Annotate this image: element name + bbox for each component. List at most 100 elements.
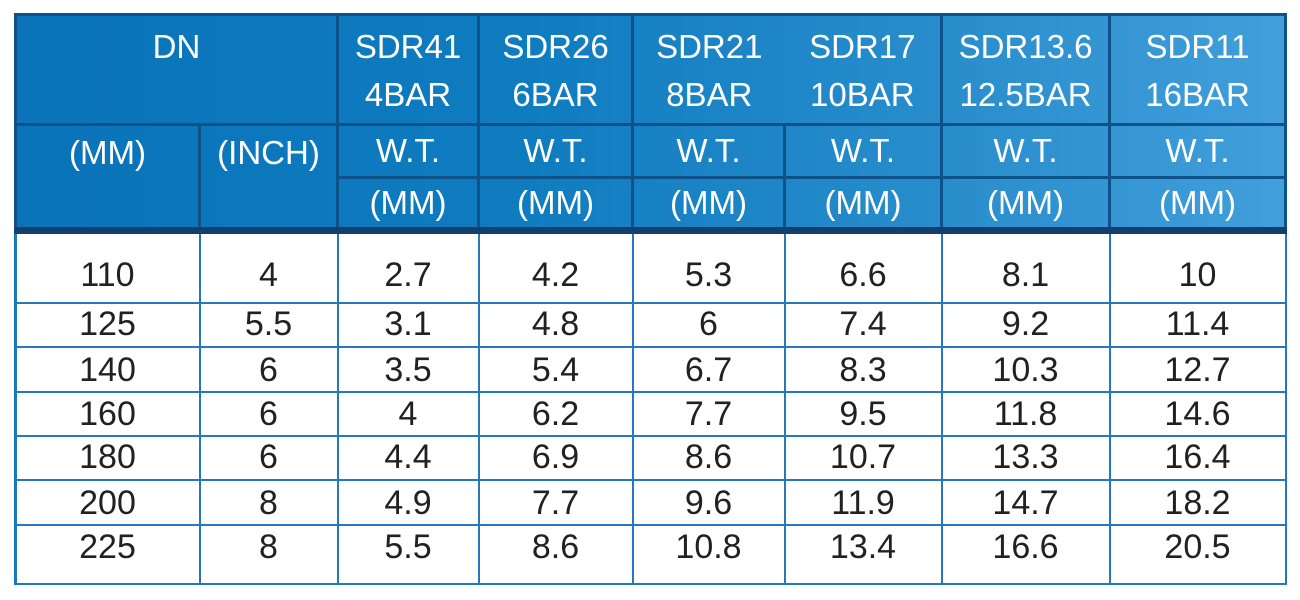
sdr-name: SDR17 (809, 28, 916, 65)
cell-wt-sdr17: 13.4 (783, 524, 943, 585)
cell-wt-sdr41: 4.9 (336, 478, 480, 527)
cell-wt-sdr11: 20.5 (1108, 524, 1287, 585)
cell-wt-sdr21: 8.6 (631, 434, 786, 481)
header-wt-unit: (MM) (477, 176, 635, 234)
cell-wt-sdr17: 8.3 (783, 345, 943, 394)
header-wt: W.T. (1108, 123, 1288, 179)
sdr-pressure: 10BAR (809, 76, 915, 113)
header-wt-unit: (MM) (1108, 176, 1288, 234)
cell-wt-sdr41: 4 (336, 391, 480, 437)
cell-wt-sdr13.6: 14.7 (940, 478, 1111, 527)
header-wt: W.T. (631, 123, 787, 179)
table-header: DN SDR41 4BAR SDR26 6BAR SDR21 8BAR SDR1… (13, 13, 1288, 234)
sdr-pressure: 12.5BAR (959, 76, 1092, 113)
cell-wt-sdr17: 9.5 (783, 391, 943, 437)
header-sdr17: SDR17 10BAR (784, 13, 944, 126)
header-wt: W.T. (783, 123, 944, 179)
cell-wt-sdr21: 7.7 (631, 391, 786, 437)
table-row: 140 6 3.5 5.4 6.7 8.3 10.3 12.7 (14, 345, 1287, 394)
cell-dn-mm: 110 (14, 229, 201, 304)
header-wt-unit: (MM) (336, 176, 481, 234)
cell-wt-sdr41: 2.7 (336, 229, 480, 304)
cell-wt-sdr13.6: 13.3 (940, 434, 1111, 481)
cell-wt-sdr26: 7.7 (477, 478, 634, 527)
cell-wt-sdr11: 18.2 (1108, 478, 1287, 527)
table-row: 110 4 2.7 4.2 5.3 6.6 8.1 10 (14, 229, 1287, 304)
sdr-name: SDR26 (502, 28, 609, 65)
cell-wt-sdr21: 6 (631, 301, 786, 348)
table-row: 160 6 4 6.2 7.7 9.5 11.8 14.6 (14, 391, 1287, 437)
sdr-name: SDR11 (1145, 28, 1250, 65)
header-wt: W.T. (940, 123, 1112, 179)
sdr-pressure: 8BAR (666, 76, 753, 113)
header-row-wt: (MM) (INCH) W.T. W.T. W.T. W.T. W.T. W.T… (14, 123, 1288, 234)
header-sdr11: SDR11 16BAR (1108, 13, 1288, 126)
spec-table-body: 110 4 2.7 4.2 5.3 6.6 8.1 10 125 5.5 3.1 4.8 6 7.4 9.2… (14, 229, 1287, 585)
cell-wt-sdr17: 10.7 (783, 434, 943, 481)
cell-dn-mm: 160 (14, 391, 201, 437)
cell-wt-sdr21: 5.3 (631, 229, 786, 304)
cell-wt-sdr41: 3.5 (336, 345, 480, 394)
sdr-pressure: 16BAR (1145, 76, 1250, 113)
header-wt-unit: (MM) (940, 176, 1112, 234)
cell-wt-sdr17: 6.6 (783, 229, 943, 304)
header-dn-mm: (MM) (14, 123, 201, 234)
cell-wt-sdr26: 6.9 (477, 434, 634, 481)
header-wt-unit: (MM) (631, 176, 787, 234)
cell-wt-sdr11: 12.7 (1108, 345, 1287, 394)
cell-wt-sdr26: 8.6 (477, 524, 634, 585)
cell-wt-sdr41: 5.5 (336, 524, 480, 585)
cell-wt-sdr13.6: 11.8 (940, 391, 1111, 437)
cell-wt-sdr11: 14.6 (1108, 391, 1287, 437)
cell-dn-inch: 8 (198, 478, 339, 527)
header-dn: DN (13, 13, 340, 126)
table-row: 125 5.5 3.1 4.8 6 7.4 9.2 11.4 (14, 301, 1287, 348)
cell-dn-mm: 180 (14, 434, 201, 481)
cell-wt-sdr26: 4.2 (477, 229, 634, 304)
sdr-pressure: 6BAR (512, 76, 599, 113)
pipe-spec-table-container: DN SDR41 4BAR SDR26 6BAR SDR21 8BAR SDR1… (13, 13, 1288, 585)
cell-dn-inch: 6 (198, 434, 339, 481)
cell-dn-inch: 6 (198, 391, 339, 437)
cell-wt-sdr41: 3.1 (336, 301, 480, 348)
header-sdr21: SDR21 8BAR (631, 13, 787, 126)
cell-dn-inch: 5.5 (198, 301, 339, 348)
cell-dn-mm: 225 (14, 524, 201, 585)
cell-wt-sdr26: 6.2 (477, 391, 634, 437)
cell-wt-sdr21: 6.7 (631, 345, 786, 394)
cell-wt-sdr17: 7.4 (783, 301, 943, 348)
header-sdr41: SDR41 4BAR (336, 13, 481, 126)
sdr-pressure: 4BAR (364, 76, 452, 113)
cell-dn-mm: 200 (14, 478, 201, 527)
header-row-sdr: DN SDR41 4BAR SDR26 6BAR SDR21 8BAR SDR1… (13, 13, 1288, 126)
cell-wt-sdr26: 5.4 (477, 345, 634, 394)
header-sdr26: SDR26 6BAR (477, 13, 635, 126)
sdr-name: SDR21 (656, 28, 763, 65)
cell-wt-sdr13.6: 8.1 (940, 229, 1111, 304)
table-row: 225 8 5.5 8.6 10.8 13.4 16.6 20.5 (14, 524, 1287, 585)
cell-wt-sdr11: 16.4 (1108, 434, 1287, 481)
cell-wt-sdr17: 11.9 (783, 478, 943, 527)
table-row: 200 8 4.9 7.7 9.6 11.9 14.7 18.2 (14, 478, 1287, 527)
pipe-spec-table: DN SDR41 4BAR SDR26 6BAR SDR21 8BAR SDR1… (13, 13, 1288, 585)
cell-wt-sdr41: 4.4 (336, 434, 480, 481)
cell-dn-inch: 8 (198, 524, 339, 585)
cell-wt-sdr13.6: 9.2 (940, 301, 1111, 348)
sdr-name: SDR41 (354, 28, 462, 65)
sdr-name: SDR13.6 (958, 28, 1093, 65)
header-dn-inch: (INCH) (197, 123, 340, 234)
cell-wt-sdr26: 4.8 (477, 301, 634, 348)
header-sdr13-6: SDR13.6 12.5BAR (940, 13, 1112, 126)
cell-wt-sdr21: 9.6 (631, 478, 786, 527)
header-wt: W.T. (477, 123, 635, 179)
header-wt-unit: (MM) (783, 176, 944, 234)
cell-dn-mm: 125 (14, 301, 201, 348)
cell-dn-mm: 140 (14, 345, 201, 394)
cell-wt-sdr11: 10 (1108, 229, 1287, 304)
cell-wt-sdr21: 10.8 (631, 524, 786, 585)
header-wt: W.T. (336, 123, 481, 179)
cell-wt-sdr13.6: 10.3 (940, 345, 1111, 394)
cell-dn-inch: 6 (198, 345, 339, 394)
cell-wt-sdr11: 11.4 (1108, 301, 1287, 348)
cell-wt-sdr13.6: 16.6 (940, 524, 1111, 585)
